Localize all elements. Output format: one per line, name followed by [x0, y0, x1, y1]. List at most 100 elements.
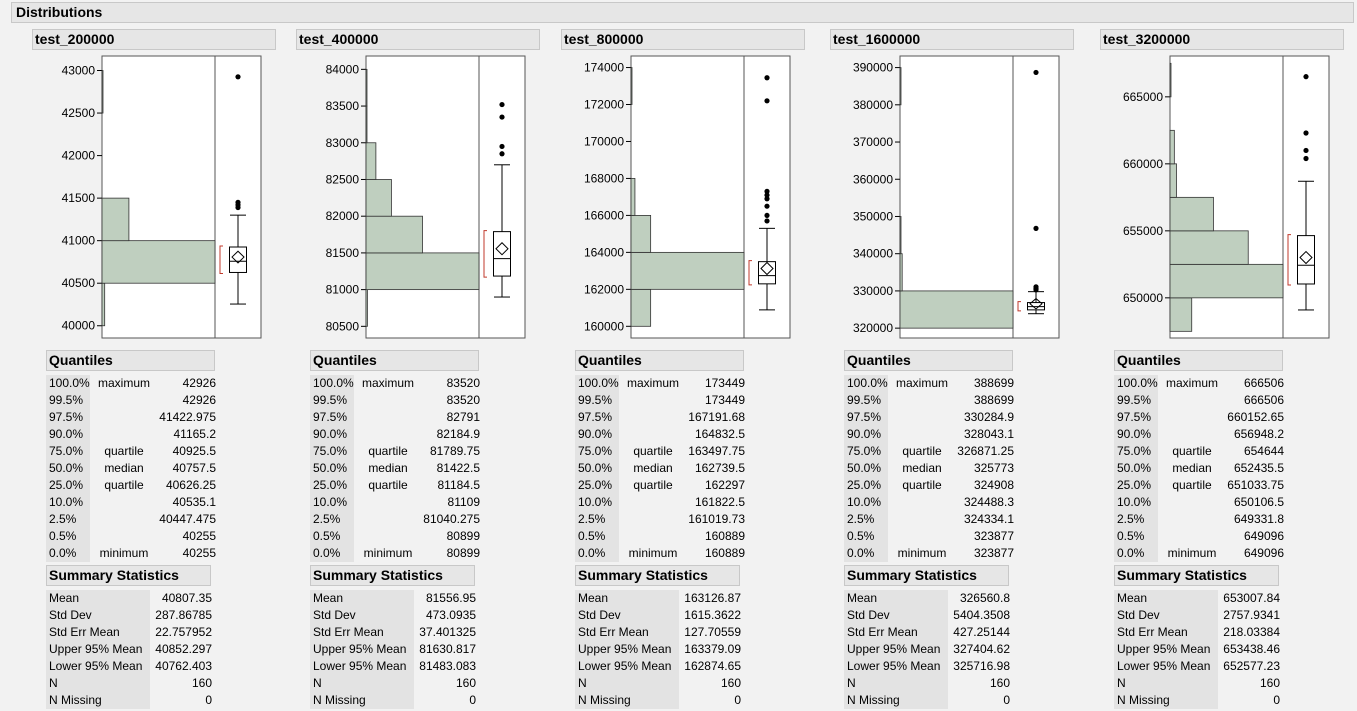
summary-value: 327404.62 — [953, 642, 1010, 656]
outlier-point — [764, 218, 770, 224]
quantile-row: 75.0% quartile 326871.25 — [844, 443, 1014, 460]
summary-value: 473.0935 — [425, 608, 476, 622]
quantile-percent: 0.5% — [844, 528, 888, 545]
histogram-bar — [365, 252, 480, 291]
y-tick-label: 42500 — [62, 106, 96, 120]
quantiles-header[interactable]: Quantiles — [310, 350, 479, 371]
distribution-column: test_1600000 320000 330000 340000 350000 3600… — [830, 0, 1100, 711]
quantile-percent: 25.0% — [46, 477, 90, 494]
summary-row: N Missing 0 — [1114, 692, 1280, 709]
summary-label: N Missing — [46, 692, 150, 709]
distribution-column: test_200000 40000 40500 41000 41500 42000 4250… — [32, 0, 302, 711]
y-tick-label: 660000 — [1123, 157, 1163, 171]
histogram-bar — [1169, 230, 1249, 265]
summary-value: 0 — [469, 693, 476, 707]
quantile-row: 2.5% 161019.73 — [575, 511, 745, 528]
quantile-value: 660152.65 — [1227, 410, 1284, 424]
summary-value: 218.03384 — [1223, 625, 1280, 639]
y-tick-label: 170000 — [584, 134, 624, 148]
quantile-value: 651033.75 — [1227, 478, 1284, 492]
quantile-percent: 0.0% — [46, 545, 90, 562]
quantile-percent: 100.0% — [1114, 375, 1158, 392]
distribution-title[interactable]: test_1600000 — [830, 29, 1074, 50]
quantile-value: 40255 — [182, 546, 216, 560]
distribution-title[interactable]: test_3200000 — [1100, 29, 1344, 50]
quantile-label: quartile — [368, 444, 408, 458]
quantile-percent: 90.0% — [310, 426, 354, 443]
quantile-label: minimum — [99, 546, 149, 560]
quantile-row: 25.0% quartile 40626.25 — [46, 477, 216, 494]
quantiles-header[interactable]: Quantiles — [46, 350, 215, 371]
histogram-bar — [630, 215, 652, 253]
quantile-value: 40757.5 — [172, 461, 216, 475]
plot-frame — [630, 55, 791, 339]
quantiles-header[interactable]: Quantiles — [1114, 350, 1283, 371]
summary-statistics-header[interactable]: Summary Statistics — [1114, 565, 1279, 586]
summary-label: N Missing — [844, 692, 948, 709]
y-tick-label: 370000 — [853, 135, 893, 149]
quantile-percent: 2.5% — [575, 511, 619, 528]
summary-row: N 160 — [844, 675, 1010, 692]
summary-statistics-header[interactable]: Summary Statistics — [844, 565, 1009, 586]
quantile-percent: 0.5% — [1114, 528, 1158, 545]
summary-statistics-header[interactable]: Summary Statistics — [575, 565, 740, 586]
distribution-title[interactable]: test_400000 — [296, 29, 540, 50]
summary-value: 81630.817 — [419, 642, 476, 656]
summary-row: N Missing 0 — [46, 692, 212, 709]
summary-value: 160 — [720, 676, 741, 690]
distribution-title[interactable]: test_800000 — [561, 29, 805, 50]
summary-row: Std Err Mean 127.70559 — [575, 624, 741, 641]
summary-value: 162874.65 — [684, 659, 741, 673]
quantile-value: 330284.9 — [963, 410, 1014, 424]
quantile-row: 50.0% median 652435.5 — [1114, 460, 1284, 477]
quantile-row: 50.0% median 325773 — [844, 460, 1014, 477]
quantiles-header[interactable]: Quantiles — [575, 350, 744, 371]
quantile-value: 81184.5 — [437, 478, 481, 492]
quantiles-header[interactable]: Quantiles — [844, 350, 1013, 371]
summary-label: N — [46, 675, 150, 692]
summary-row: Std Dev 287.86785 — [46, 607, 212, 624]
summary-label: N — [310, 675, 414, 692]
summary-label: Lower 95% Mean — [46, 658, 150, 675]
summary-value: 37.401325 — [419, 625, 476, 639]
summary-row: Std Dev 2757.9341 — [1114, 607, 1280, 624]
quantile-label: maximum — [895, 376, 948, 390]
summary-statistics-header[interactable]: Summary Statistics — [46, 565, 211, 586]
y-tick-label: 174000 — [584, 61, 624, 75]
summary-row: Upper 95% Mean 327404.62 — [844, 641, 1010, 658]
summary-statistics-header[interactable]: Summary Statistics — [310, 565, 475, 586]
shortest-half-bracket — [219, 245, 223, 274]
quantile-row: 97.5% 660152.65 — [1114, 409, 1284, 426]
quantile-percent: 0.5% — [46, 528, 90, 545]
summary-value: 653007.84 — [1223, 591, 1280, 605]
quantile-label: quartile — [902, 478, 942, 492]
distribution-title[interactable]: test_200000 — [32, 29, 276, 50]
outlier-point — [764, 188, 770, 194]
quantile-value: 164832.5 — [694, 427, 745, 441]
distributions-title[interactable]: Distributions — [11, 2, 1354, 23]
outlier-point — [499, 151, 505, 157]
quantile-value: 650106.5 — [1233, 495, 1284, 509]
quantile-label: quartile — [1172, 478, 1212, 492]
quantile-row: 25.0% quartile 162297 — [575, 477, 745, 494]
distribution-column: test_3200000 650000 655000 660000 665000 Quan… — [1100, 0, 1357, 711]
summary-row: N 160 — [46, 675, 212, 692]
quantile-row: 90.0% 41165.2 — [46, 426, 216, 443]
quantile-label: median — [902, 461, 942, 475]
outlier-point — [764, 192, 770, 198]
summary-row: Std Err Mean 37.401325 — [310, 624, 476, 641]
summary-value: 163126.87 — [684, 591, 741, 605]
quantile-row: 2.5% 40447.475 — [46, 511, 216, 528]
quantile-percent: 100.0% — [46, 375, 90, 392]
outlier-point — [1303, 74, 1309, 80]
quantile-percent: 100.0% — [844, 375, 888, 392]
quantile-value: 160889 — [704, 546, 745, 560]
y-tick-label: 360000 — [853, 172, 893, 186]
summary-label: Std Dev — [575, 607, 679, 624]
quantile-value: 41422.975 — [159, 410, 216, 424]
quantile-row: 0.5% 80899 — [310, 528, 480, 545]
quantile-percent: 2.5% — [1114, 511, 1158, 528]
quantile-row: 25.0% quartile 651033.75 — [1114, 477, 1284, 494]
summary-value: 40762.403 — [155, 659, 212, 673]
summary-label: N Missing — [1114, 692, 1218, 709]
